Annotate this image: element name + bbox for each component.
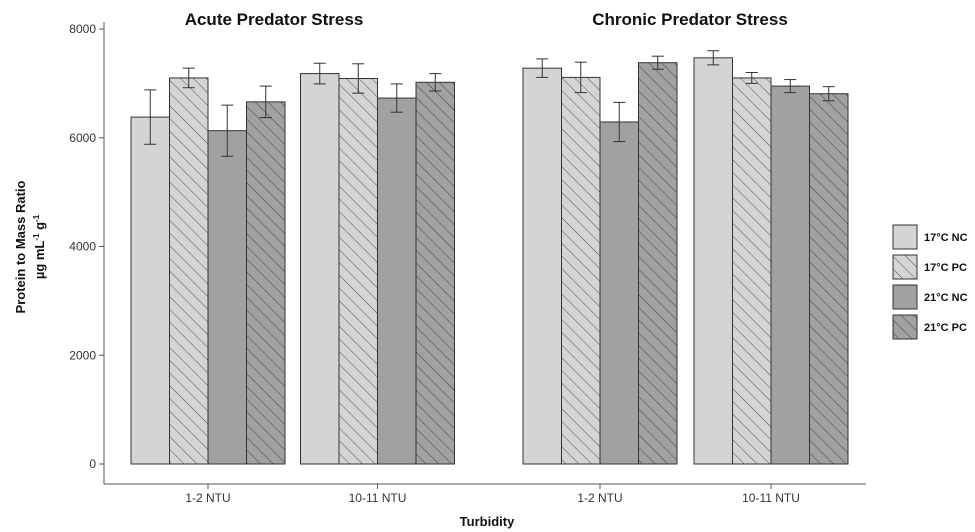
y-tick-label-0: 0 — [89, 457, 96, 471]
bar-p0-10-11-ntu-21c-pc — [415, 81, 455, 465]
error-bar-p0-1-2-ntu-21c-pc — [259, 85, 272, 119]
bar-p0-1-2-ntu-17c-nc — [130, 116, 170, 465]
bar-p0-10-11-ntu-17c-nc — [300, 73, 340, 465]
error-bar-p1-1-2-ntu-21c-pc — [651, 55, 664, 70]
y-tick-label-2000: 2000 — [69, 348, 96, 362]
y-axis-unit-sup2: -1 — [32, 214, 41, 222]
error-bar-p1-10-11-ntu-17c-nc — [707, 50, 720, 66]
y-axis-unit-base: µg mL — [32, 241, 47, 280]
legend-key-21c-nc — [892, 284, 918, 310]
bar-p1-10-11-ntu-17c-nc — [693, 57, 733, 465]
legend-label-17c-pc: 17°C PC — [924, 262, 967, 274]
error-bar-p1-10-11-ntu-21c-pc — [822, 86, 835, 102]
error-bar-p0-10-11-ntu-17c-pc — [352, 63, 365, 94]
bar-p0-1-2-ntu-21c-pc — [246, 101, 286, 465]
bar-p0-1-2-ntu-21c-nc — [207, 130, 247, 465]
y-tick-label-6000: 6000 — [69, 131, 96, 145]
x-tick-label-p1-1-2-ntu: 1-2 NTU — [577, 491, 622, 505]
y-tick-label-4000: 4000 — [69, 240, 96, 254]
legend-label-17c-nc: 17°C NC — [924, 232, 968, 244]
x-tick-label-p0-10-11-ntu: 10-11 NTU — [349, 491, 407, 505]
error-bar-p1-10-11-ntu-17c-pc — [745, 72, 758, 84]
panel-title-chronic: Chronic Predator Stress — [592, 10, 788, 29]
error-bar-p0-1-2-ntu-17c-pc — [182, 67, 195, 89]
y-axis-title-line1: Protein to Mass Ratio — [13, 180, 28, 313]
error-bar-p0-1-2-ntu-21c-nc — [221, 104, 234, 157]
error-bar-p1-10-11-ntu-21c-nc — [784, 79, 797, 94]
error-bar-p0-10-11-ntu-21c-nc — [390, 83, 403, 113]
bar-p0-10-11-ntu-17c-pc — [338, 77, 378, 465]
error-bar-p1-1-2-ntu-21c-nc — [613, 101, 626, 143]
y-axis-unit-sup1: -1 — [32, 233, 41, 241]
x-axis-ticks: 1-2 NTU 10-11 NTU 1-2 NTU 10-11 NTU — [185, 484, 800, 505]
error-bar-p0-10-11-ntu-17c-nc — [313, 62, 326, 85]
panel-title-acute: Acute Predator Stress — [185, 10, 364, 29]
y-axis-unit-g: g — [32, 222, 47, 234]
error-bars-group — [144, 50, 835, 157]
error-bar-p0-1-2-ntu-17c-nc — [144, 89, 157, 145]
x-tick-label-p1-10-11-ntu: 10-11 NTU — [742, 491, 800, 505]
bar-p1-10-11-ntu-17c-pc — [732, 77, 772, 465]
error-bar-p1-1-2-ntu-17c-nc — [536, 58, 549, 78]
bar-p1-1-2-ntu-21c-nc — [599, 121, 639, 465]
legend-key-17c-pc — [892, 254, 918, 280]
x-axis-title: Turbidity — [460, 514, 515, 529]
bar-p1-1-2-ntu-21c-pc — [638, 62, 678, 465]
bar-p0-1-2-ntu-17c-pc — [169, 77, 209, 465]
bar-p1-1-2-ntu-17c-nc — [522, 67, 562, 465]
bar-p0-10-11-ntu-21c-nc — [377, 97, 417, 465]
error-bar-p0-10-11-ntu-21c-pc — [429, 73, 442, 92]
legend-key-21c-pc — [892, 314, 918, 340]
y-axis-title-line2: µg mL-1 g-1 — [32, 214, 47, 279]
legend-label-21c-nc: 21°C NC — [924, 292, 968, 304]
bar-p1-10-11-ntu-21c-nc — [770, 85, 810, 465]
x-tick-label-p0-1-2-ntu: 1-2 NTU — [185, 491, 230, 505]
bar-p1-10-11-ntu-21c-pc — [809, 93, 849, 465]
legend-key-17c-nc — [892, 224, 918, 250]
bars-group — [130, 57, 849, 465]
legend-label-21c-pc: 21°C PC — [924, 322, 967, 334]
error-bar-p1-1-2-ntu-17c-pc — [574, 61, 587, 94]
bar-p1-1-2-ntu-17c-pc — [561, 76, 601, 465]
legend: 17°C NC 17°C PC 21°C NC 21°C PC — [892, 224, 968, 340]
y-tick-label-8000: 8000 — [69, 22, 96, 36]
y-axis-ticks: 0 2000 4000 6000 8000 — [69, 22, 104, 471]
